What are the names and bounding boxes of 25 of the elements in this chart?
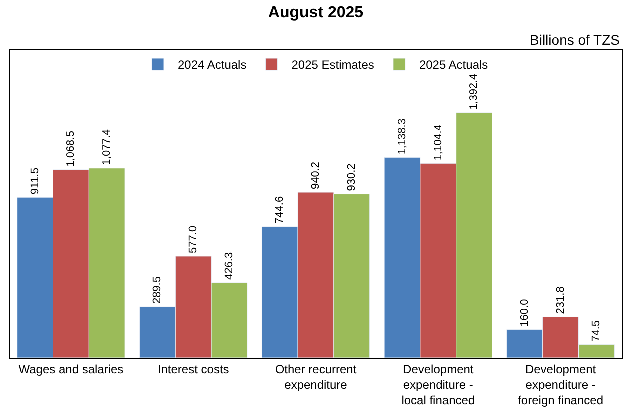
x-tick-label: Wages and salaries bbox=[18, 362, 124, 376]
x-tick-label: Development expenditure - local financed bbox=[402, 362, 476, 408]
data-label: 1,068.5 bbox=[65, 131, 78, 167]
data-label: 744.6 bbox=[274, 196, 286, 224]
data-label: 74.5 bbox=[590, 320, 603, 342]
data-label: 289.5 bbox=[152, 276, 164, 304]
legend-label: 2025 Estimates bbox=[292, 58, 374, 72]
data-label: 911.5 bbox=[29, 168, 42, 195]
chart-title: August 2025 bbox=[268, 4, 364, 22]
data-label: 577.0 bbox=[188, 226, 200, 254]
data-label: 930.2 bbox=[346, 164, 358, 192]
data-label: 231.8 bbox=[554, 286, 567, 314]
data-label: 1,392.4 bbox=[468, 74, 480, 110]
data-label: 1,104.4 bbox=[432, 124, 444, 161]
data-label: 426.3 bbox=[224, 252, 236, 280]
data-label: 940.2 bbox=[310, 162, 322, 190]
x-tick-label: Interest costs bbox=[158, 362, 230, 376]
legend-label: 2025 Actuals bbox=[419, 58, 488, 72]
x-tick-label: Other recurrent expenditure bbox=[275, 362, 358, 392]
text: Billions of TZS bbox=[530, 32, 620, 48]
data-label: 160.0 bbox=[518, 299, 531, 327]
data-label: 1,077.4 bbox=[101, 129, 114, 166]
data-label: 1,138.3 bbox=[396, 118, 408, 155]
x-tick-label: Development expenditure - foreign financed bbox=[518, 362, 604, 408]
legend-label: 2024 Actuals bbox=[178, 58, 247, 72]
